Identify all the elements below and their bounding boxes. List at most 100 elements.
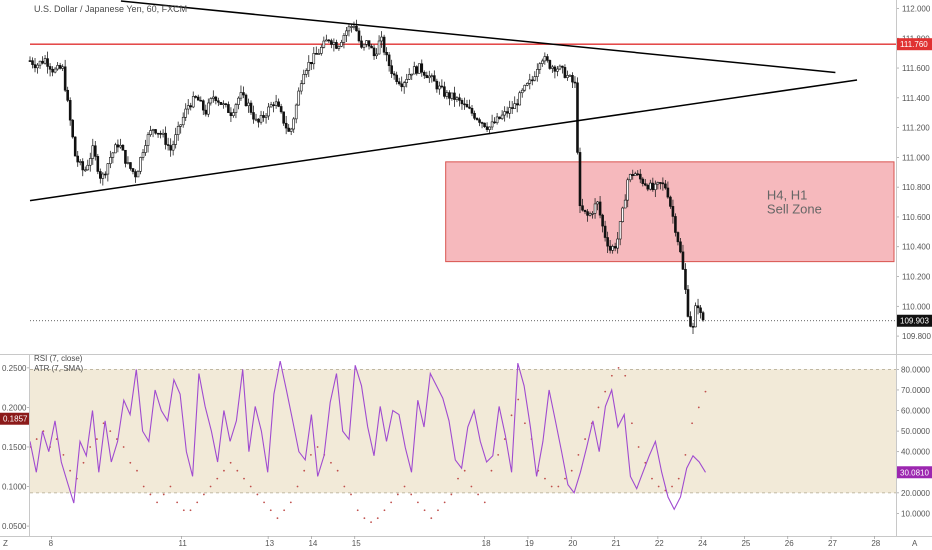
candle-body-52 — [159, 133, 162, 135]
candle-body-225 — [593, 203, 597, 214]
time-tick-label-9: 22 — [655, 539, 664, 548]
candle-body-240 — [631, 174, 635, 176]
candle-body-57 — [171, 144, 175, 151]
candle-body-246 — [646, 184, 650, 190]
atr-dot-31 — [236, 469, 239, 472]
candle-body-16 — [68, 100, 72, 121]
candle-body-25 — [91, 145, 95, 159]
candle-body-178 — [475, 118, 479, 120]
candle-body-231 — [608, 245, 612, 251]
atr-dot-42 — [309, 453, 312, 456]
candle-body-172 — [460, 100, 464, 105]
atr-dot-54 — [390, 501, 393, 504]
candle-body-253 — [664, 183, 667, 189]
atr-dot-27 — [209, 485, 212, 488]
price-tick-label-0: 112.000 — [902, 4, 931, 13]
rsi-axis[interactable]: 80.000070.000060.000050.000040.000030.00… — [896, 365, 932, 518]
candle-body-144 — [390, 65, 393, 74]
atr-dot-67 — [477, 493, 479, 496]
atr-dot-78 — [550, 485, 553, 488]
candle-body-123 — [337, 46, 341, 49]
candle-body-233 — [613, 246, 617, 249]
price-tick-label-9: 110.200 — [902, 273, 931, 282]
atr-dot-19 — [156, 501, 158, 504]
candle-body-177 — [473, 112, 476, 119]
candle-body-114 — [314, 53, 318, 55]
candle-body-112 — [309, 61, 313, 65]
candle-body-101 — [282, 111, 285, 124]
candle-body-200 — [530, 79, 534, 82]
candle-body-103 — [287, 127, 290, 132]
time-tick-label-12: 26 — [785, 539, 794, 548]
candle-body-117 — [322, 40, 326, 48]
candle-body-56 — [169, 145, 172, 151]
candle-body-156 — [420, 63, 424, 73]
atr-axis[interactable]: 0.2500 0.2000 0.1500 0.1000 0.0500 0.1857 — [0, 364, 30, 531]
atr-dot-69 — [490, 469, 493, 472]
atr-dot-79 — [557, 485, 560, 488]
time-axis[interactable]: 8 11 13 14 15 18 19 20 21 22 24 25 26 27 28 — [49, 536, 881, 548]
trendline-upper[interactable] — [120, 0, 836, 74]
atr-dot-83 — [584, 438, 586, 440]
candle-body-36 — [119, 145, 122, 148]
last-price-tag: 109.903 — [900, 317, 929, 326]
atr-dot-99 — [691, 422, 694, 425]
candle-body-90 — [254, 118, 258, 121]
candle-body-17 — [71, 119, 74, 138]
candle-body-124 — [340, 42, 343, 47]
candle-body-249 — [654, 183, 657, 191]
candle-body-122 — [335, 42, 338, 49]
atr-dot-73 — [517, 398, 520, 401]
atr-label: ATR (7, SMA) — [34, 364, 84, 373]
candle-body-143 — [387, 54, 391, 67]
sell-zone-label-line1: H4, H1 — [767, 188, 807, 203]
candle-body-11 — [56, 65, 59, 70]
atr-dot-40 — [296, 485, 299, 488]
atr-dot-15 — [129, 461, 132, 464]
candle-body-99 — [277, 101, 280, 107]
price-pane[interactable]: H4, H1 Sell Zone U.S. Dollar / Japanese … — [28, 0, 896, 334]
candle-body-118 — [325, 39, 328, 42]
candle-body-139 — [377, 40, 381, 55]
atr-dot-59 — [423, 509, 426, 512]
candle-body-19 — [76, 155, 80, 163]
candle-body-38 — [124, 149, 127, 164]
candle-body-194 — [515, 103, 519, 106]
atr-dot-62 — [443, 501, 446, 504]
atr-tick-label-1: 0.2000 — [2, 403, 27, 412]
candle-body-85 — [242, 92, 245, 96]
candle-body-162 — [435, 80, 439, 90]
atr-dot-45 — [330, 461, 332, 464]
candle-body-13 — [61, 66, 64, 69]
atr-dot-16 — [136, 469, 138, 472]
atr-dot-5 — [62, 453, 65, 456]
candle-body-68 — [199, 99, 203, 102]
candle-body-79 — [227, 104, 230, 113]
indicator-pane[interactable]: RSI (7, close) ATR (7, SMA) — [29, 354, 896, 524]
rsi-tick-label-0: 80.0000 — [901, 365, 930, 374]
candle-body-247 — [649, 182, 652, 190]
candle-body-43 — [136, 170, 140, 178]
candle-body-105 — [292, 118, 295, 130]
atr-dot-94 — [657, 485, 660, 488]
candle-body-32 — [109, 157, 112, 165]
candle-body-121 — [332, 42, 336, 45]
atr-dot-55 — [396, 493, 399, 496]
time-axis-left-edge: Z — [3, 539, 8, 548]
candle-body-254 — [666, 187, 670, 198]
atr-dot-37 — [276, 517, 279, 520]
trendline-lower[interactable] — [29, 79, 858, 202]
candle-body-188 — [500, 114, 504, 119]
atr-dot-56 — [403, 485, 406, 488]
atr-dot-28 — [216, 477, 219, 480]
atr-dot-43 — [316, 446, 319, 448]
candle-body-54 — [164, 132, 167, 145]
atr-dot-14 — [122, 446, 125, 448]
price-tick-label-11: 109.800 — [902, 332, 931, 341]
candle-body-96 — [269, 104, 273, 108]
time-tick-label-0: 8 — [49, 539, 54, 548]
candle-body-154 — [415, 66, 419, 74]
atr-dot-89 — [624, 374, 627, 377]
atr-dot-65 — [463, 469, 466, 472]
candle-body-221 — [583, 209, 587, 212]
